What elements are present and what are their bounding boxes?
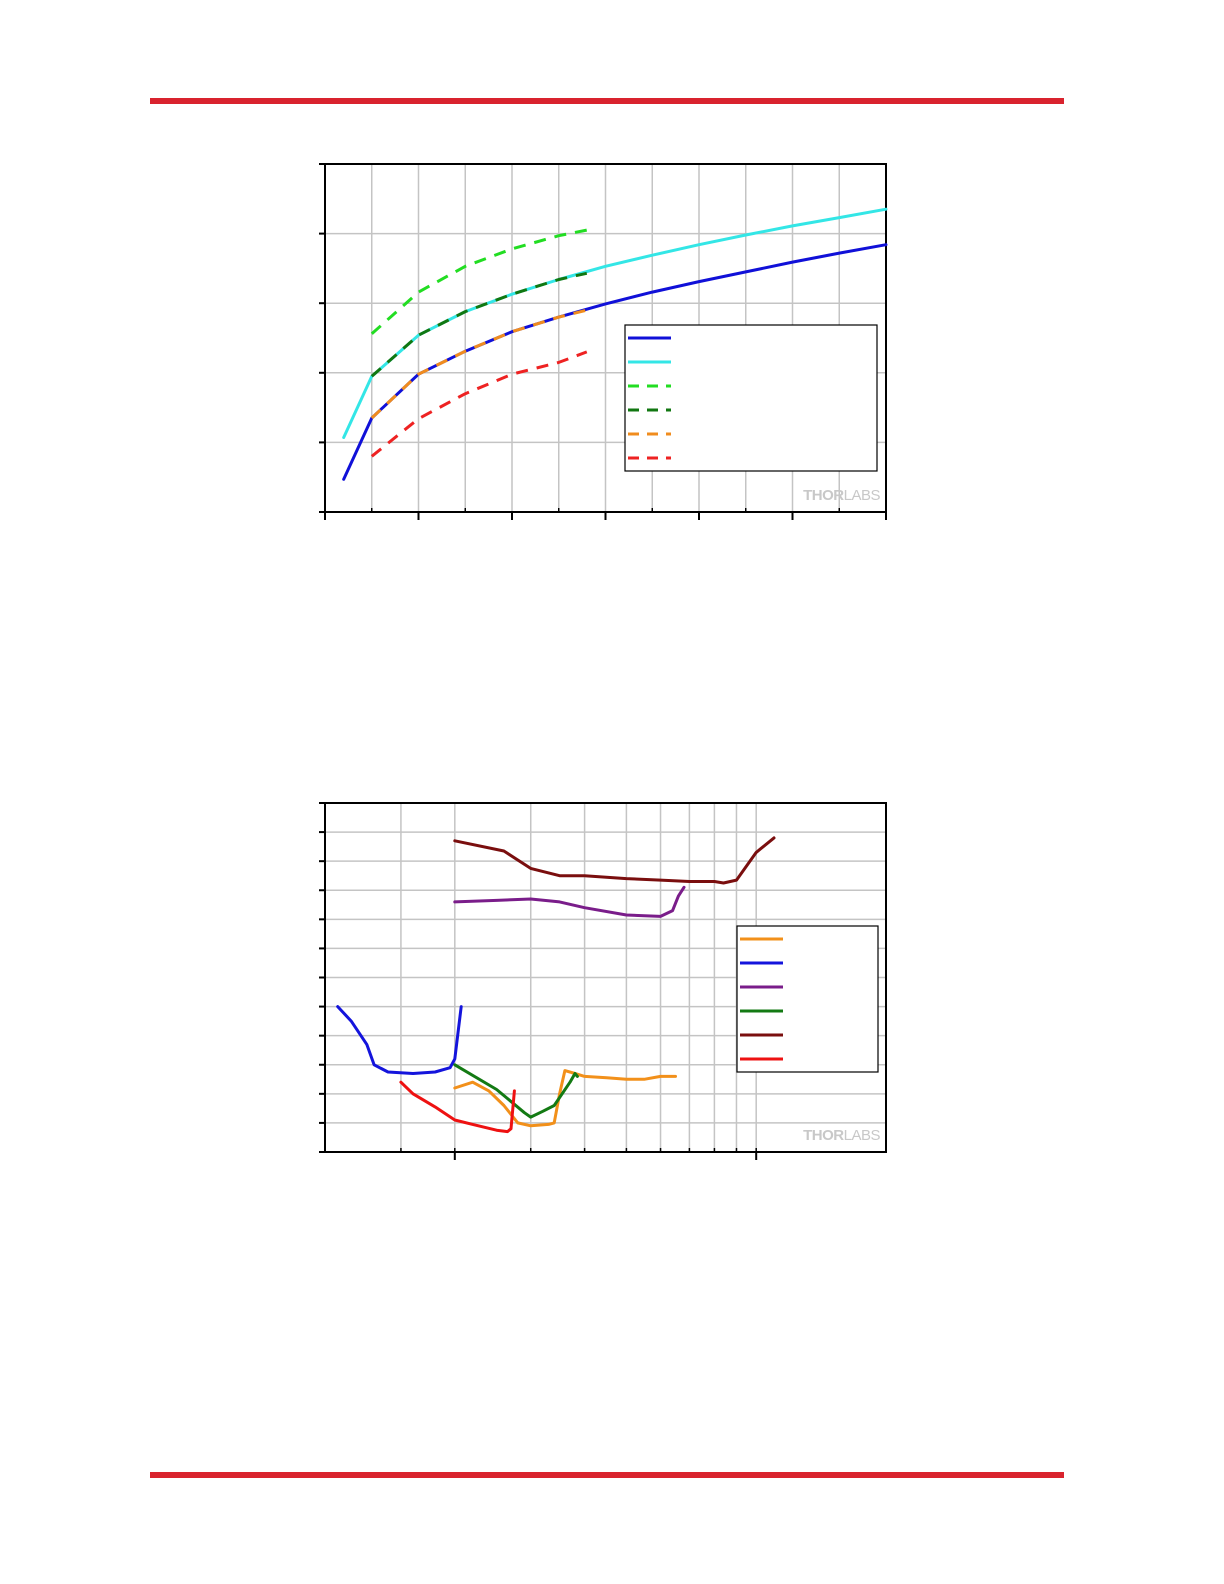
series-line-5 [453, 836, 776, 885]
watermark-light: LABS [844, 487, 881, 504]
header-rule [150, 98, 1064, 104]
series-line-3 [453, 885, 686, 918]
legend-box [736, 925, 879, 1073]
series-line-4 [370, 271, 588, 378]
series-group [342, 207, 888, 481]
series-line-5 [370, 308, 588, 420]
legend [736, 925, 879, 1073]
series-group [336, 836, 776, 1134]
watermark-light: LABS [844, 1127, 881, 1144]
thorlabs-watermark: THORLABS [803, 1127, 880, 1144]
series-line-6 [399, 1080, 516, 1134]
footer-rule [150, 1472, 1064, 1478]
axis-ticks [319, 802, 887, 1160]
chart-1: THORLABS [319, 163, 888, 520]
series-line-6 [370, 350, 588, 458]
legend-box [624, 324, 878, 472]
series-line-2 [342, 207, 888, 439]
axis-ticks [319, 163, 887, 520]
series-line-4 [453, 1063, 579, 1119]
watermark-bold: THOR [803, 487, 844, 504]
legend [624, 324, 878, 472]
thorlabs-watermark: THORLABS [803, 487, 880, 504]
chart-2: THORLABS [319, 802, 887, 1160]
series-line-1 [453, 1069, 677, 1128]
watermark-bold: THOR [803, 1127, 844, 1144]
series-line-2 [336, 1005, 463, 1075]
series-line-3 [370, 228, 588, 335]
